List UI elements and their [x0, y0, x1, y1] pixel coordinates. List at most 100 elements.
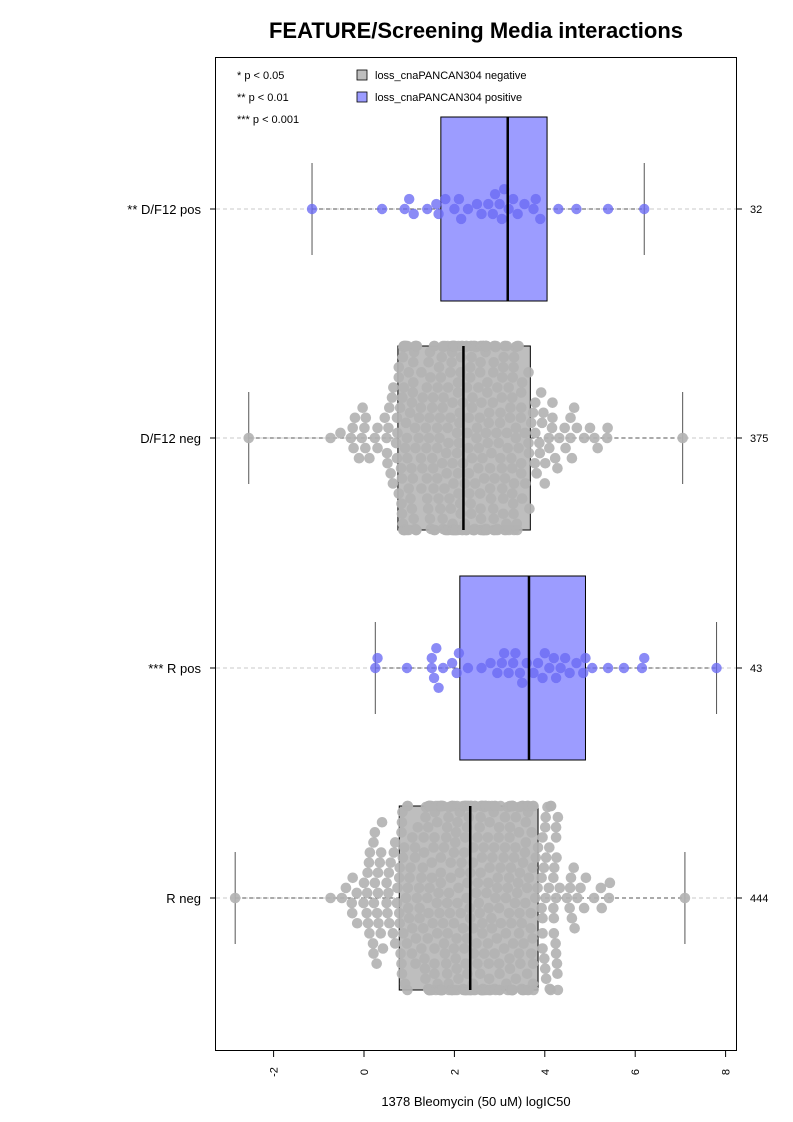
data-point [580, 652, 591, 664]
data-point [527, 407, 539, 419]
data-point [325, 432, 336, 444]
data-point [503, 872, 515, 884]
data-point [371, 907, 383, 919]
data-point [463, 468, 475, 479]
data-point [466, 402, 478, 414]
data-point [539, 953, 550, 964]
data-point [493, 437, 504, 449]
data-point [347, 872, 359, 884]
data-point [426, 662, 437, 674]
data-point [495, 452, 506, 464]
data-point [429, 968, 440, 980]
data-point [364, 452, 375, 464]
data-point [480, 427, 492, 439]
data-point [399, 203, 410, 215]
data-point [538, 862, 550, 873]
data-point [547, 397, 558, 408]
data-point [477, 917, 488, 929]
data-point [453, 882, 464, 894]
data-point [454, 417, 465, 429]
data-point [564, 902, 575, 914]
data-point [618, 662, 630, 674]
data-point [494, 417, 506, 429]
data-point [475, 513, 487, 525]
data-point [394, 402, 406, 414]
data-point [539, 478, 551, 489]
data-point [446, 356, 457, 368]
data-point [442, 382, 454, 393]
data-point [402, 902, 414, 914]
data-point [578, 902, 590, 914]
data-point [372, 867, 384, 879]
data-point [504, 832, 515, 843]
data-point [437, 917, 449, 929]
data-point [486, 912, 497, 924]
data-point [429, 340, 440, 352]
data-point [435, 867, 447, 879]
data-point [423, 356, 434, 368]
data-point [424, 412, 435, 424]
data-point [410, 933, 422, 944]
data-point [432, 382, 443, 393]
data-point [498, 351, 509, 363]
data-point [336, 892, 348, 904]
data-point [426, 452, 438, 464]
data-point [497, 372, 508, 383]
data-point [487, 397, 499, 408]
data-point [346, 897, 358, 909]
x-tick-label: 6 [630, 1069, 642, 1075]
data-point [436, 351, 448, 363]
data-point [526, 827, 537, 838]
data-point [428, 672, 440, 684]
data-point [578, 667, 589, 679]
data-point [426, 857, 438, 868]
data-point [408, 208, 419, 220]
data-point [434, 907, 445, 919]
data-point [543, 432, 555, 444]
legend-label-positive: loss_cnaPANCAN304 positive [375, 92, 522, 104]
data-point [357, 402, 368, 414]
data-point [491, 427, 502, 439]
data-point [387, 928, 399, 939]
data-point [402, 340, 413, 352]
data-point [400, 892, 412, 904]
data-point [537, 832, 548, 843]
data-point [466, 351, 477, 363]
data-point [540, 973, 552, 985]
data-point [477, 928, 488, 939]
data-point [393, 907, 405, 919]
data-point [396, 508, 408, 520]
data-point [405, 862, 416, 873]
data-point [379, 412, 391, 424]
data-point [511, 887, 523, 899]
data-point [490, 340, 502, 352]
data-point [483, 902, 495, 914]
x-tick-label: 2 [449, 1069, 461, 1075]
significance-legend: * p < 0.05 ** p < 0.01 *** p < 0.001 [237, 70, 299, 126]
data-point [603, 892, 615, 904]
data-point [548, 652, 560, 664]
data-point [520, 478, 531, 489]
data-point [507, 372, 519, 383]
data-point [484, 816, 495, 828]
data-point [500, 892, 512, 904]
data-point [550, 672, 562, 684]
data-point [401, 938, 413, 949]
data-point [473, 382, 484, 393]
data-point [445, 367, 456, 378]
data-point [349, 412, 361, 424]
data-point [580, 872, 592, 884]
data-point [427, 463, 439, 474]
group-count: 375 [750, 433, 768, 445]
data-point [552, 984, 564, 996]
data-point [503, 907, 515, 919]
data-point [428, 842, 439, 853]
data-point [507, 984, 519, 996]
data-point [384, 917, 395, 929]
data-point [359, 422, 370, 434]
data-point [515, 468, 527, 479]
data-point [520, 816, 532, 828]
data-point [441, 968, 453, 980]
data-point [367, 938, 379, 949]
data-point [345, 432, 357, 444]
